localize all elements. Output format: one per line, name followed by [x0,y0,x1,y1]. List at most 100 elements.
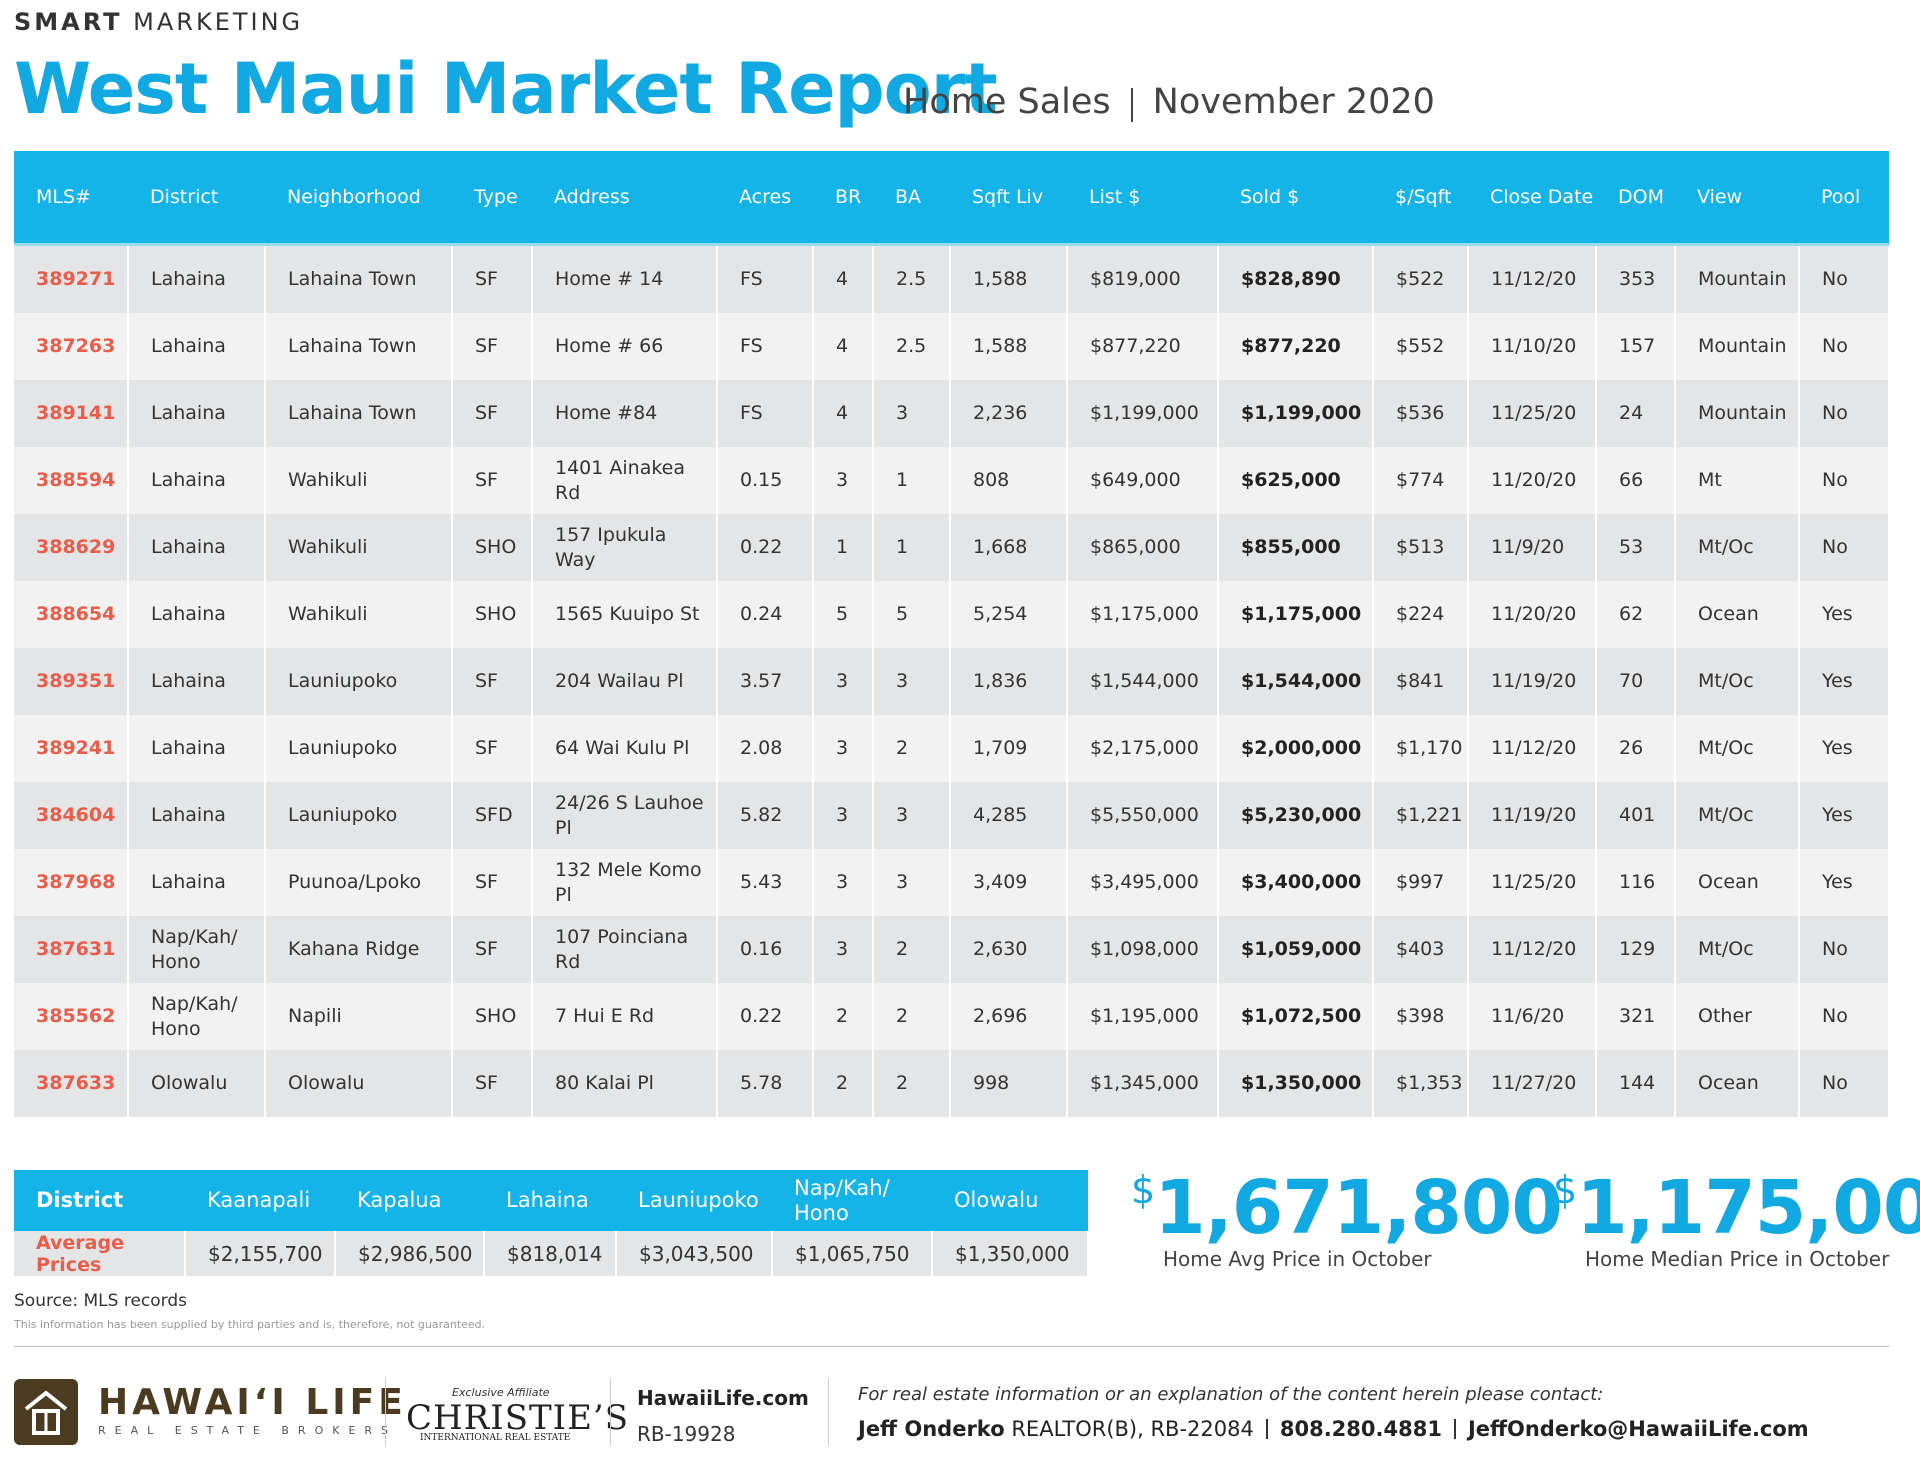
table-cell: 157 Ipukula Way [532,514,718,581]
table-cell: Launiupoko [265,715,453,782]
table-cell: Lahaina [128,782,266,849]
table-row: 385562 Nap/Kah/ Hono Napili SHO 7 Hui E Rd 0.… [14,983,1890,1050]
table-cell: $1,175,000 [1067,581,1219,648]
table-cell: 2,236 [950,380,1068,447]
table-cell: $1,353 [1373,1050,1469,1117]
mls-number: 388629 [14,514,129,581]
table-cell: 1 [873,447,951,514]
district-name: Launiupoko [616,1170,772,1231]
table-cell: FS [717,244,814,313]
stat-label: Home Median Price in October [1585,1247,1890,1271]
table-cell: Ocean [1675,849,1800,916]
table-cell: 11/20/20 [1468,447,1597,514]
brand-bold: SMART [14,8,123,36]
table-cell: Wahikuli [265,447,453,514]
table-cell: 11/9/20 [1468,514,1597,581]
table-cell: SF [452,916,533,983]
table-row: 389351 Lahaina Launiupoko SF 204 Wailau Pl 3.… [14,648,1890,715]
table-cell: Wahikuli [265,514,453,581]
table-cell: SHO [452,983,533,1050]
table-cell: Yes [1799,648,1890,715]
table-cell: 1,836 [950,648,1068,715]
table-cell: 7 Hui E Rd [532,983,718,1050]
column-header: $/Sqft [1373,151,1468,246]
table-cell: Yes [1799,849,1890,916]
table-cell: 998 [950,1050,1068,1117]
table-cell: Mt [1675,447,1800,514]
table-cell: Mt/Oc [1675,715,1800,782]
district-name: Nap/Kah/ Hono [772,1170,932,1231]
table-cell: 4,285 [950,782,1068,849]
table-cell: 0.15 [717,447,814,514]
table-cell: 0.16 [717,916,814,983]
table-cell: 1565 Kuuipo St [532,581,718,648]
table-cell: Home # 66 [532,313,718,380]
table-cell: $224 [1373,581,1469,648]
table-cell: 321 [1596,983,1676,1050]
table-cell: 62 [1596,581,1676,648]
table-cell: $649,000 [1067,447,1219,514]
table-cell: 11/25/20 [1468,380,1597,447]
source: Source: MLS records [14,1291,188,1311]
table-cell: $1,170 [1373,715,1469,782]
table-cell: 53 [1596,514,1676,581]
table-cell: Nap/Kah/ Hono [128,916,266,983]
table-cell: 808 [950,447,1068,514]
average-price: $818,014 [484,1231,617,1276]
mls-number: 389141 [14,380,129,447]
table-cell: No [1799,983,1890,1050]
table-cell: $2,000,000 [1218,715,1374,782]
mls-number: 389241 [14,715,129,782]
table-cell: Lahaina Town [265,313,453,380]
column-header: Sqft Liv [950,151,1067,246]
table-cell: $5,230,000 [1218,782,1374,849]
email: JeffOnderko@HawaiiLife.com [1467,1417,1809,1441]
table-cell: 3 [873,648,951,715]
separator [1265,1419,1268,1439]
affiliate-note: Exclusive Affiliate [452,1386,550,1399]
column-header: Pool [1799,151,1889,246]
table-cell: Other [1675,983,1800,1050]
separator [1453,1419,1456,1439]
table-cell: 11/12/20 [1468,244,1597,313]
stat-value: 1,671,800 [1154,1165,1563,1251]
table-cell: Mountain [1675,244,1800,313]
table-cell: 11/12/20 [1468,715,1597,782]
contact-note: For real estate information or an explan… [858,1384,1604,1405]
table-cell: SF [452,380,533,447]
stat-label: Home Avg Price in October [1163,1247,1432,1271]
table-cell: 3 [813,715,874,782]
subtitle-text: Home Sales [903,82,1111,122]
column-header: MLS# [14,151,128,246]
mls-number: 388654 [14,581,129,648]
separator [1130,88,1133,122]
table-cell: 3 [813,916,874,983]
table-cell: 70 [1596,648,1676,715]
table-row: 387631 Nap/Kah/ Hono Kahana Ridge SF 107 Poi… [14,916,1890,983]
table-cell: FS [717,313,814,380]
logo-icon [14,1379,78,1445]
table-cell: 26 [1596,715,1676,782]
table-cell: 401 [1596,782,1676,849]
column-header: Sold $ [1218,151,1373,246]
brand-light: MARKETING [133,8,304,36]
district-name: Olowalu [932,1170,1088,1231]
brand: SMART MARKETING [14,8,303,36]
table-row: 387263 Lahaina Lahaina Town SF Home # 66 FS 4 2… [14,313,1890,380]
table-cell: Lahaina [128,849,266,916]
table-cell: 1401 Ainakea Rd [532,447,718,514]
column-header: Acres [717,151,813,246]
table-cell: 3 [873,380,951,447]
table-cell: $1,059,000 [1218,916,1374,983]
table-cell: No [1799,313,1890,380]
table-cell: 3,409 [950,849,1068,916]
mls-number: 387263 [14,313,129,380]
table-cell: $513 [1373,514,1469,581]
avg-stat: $1,671,800 Home Avg Price in October [1131,1165,1563,1271]
agent-name: Jeff Onderko [858,1417,1005,1441]
average-price: $2,155,700 [185,1231,336,1276]
table-cell: $1,199,000 [1218,380,1374,447]
disclaimer: This information has been supplied by th… [14,1318,486,1331]
column-header: Close Date [1468,151,1596,246]
